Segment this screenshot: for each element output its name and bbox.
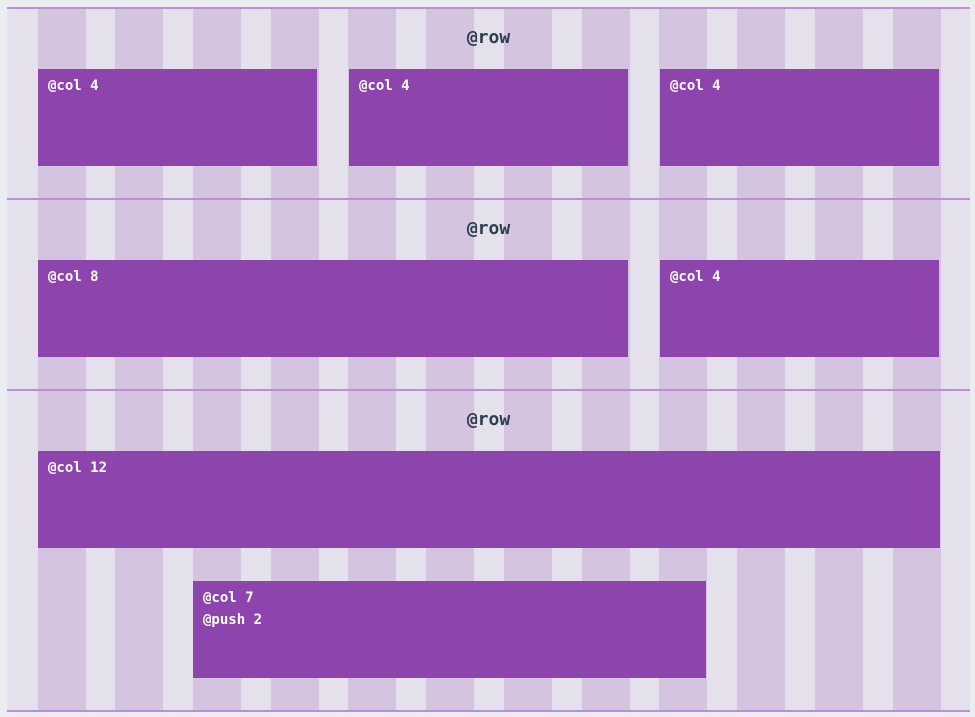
row-divider [7, 7, 970, 9]
column-block: @col 4 [38, 69, 317, 166]
column-block: @col 12 [38, 451, 940, 548]
row-divider [7, 389, 970, 391]
column-block: @col 4 [660, 260, 939, 357]
column-block: @col 4 [349, 69, 628, 166]
row-label: @row [466, 27, 511, 48]
row-divider [7, 710, 970, 712]
column-label: @col 4 [670, 78, 721, 94]
column-label: @col 4 [48, 78, 99, 94]
row-divider [7, 198, 970, 200]
column-block: @col 8 [38, 260, 628, 357]
column-modifier: @push 2 [203, 612, 263, 628]
column-block: @col 4 [660, 69, 939, 166]
column-label: @col 12 [48, 460, 108, 476]
column-label: @col 4 [670, 269, 721, 285]
column-label: @col 7 [203, 590, 254, 606]
row-label: @row [466, 409, 511, 430]
row-label: @row [466, 218, 511, 239]
grid-diagram: @row @col 4 @col 4 @col 4 @row @col 8 @c… [7, 7, 970, 712]
column-label: @col 4 [359, 78, 410, 94]
column-label: @col 8 [48, 269, 99, 285]
column-block: @col 7 @push 2 [193, 581, 706, 678]
